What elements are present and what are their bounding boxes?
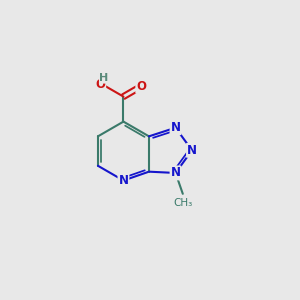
Text: O: O [136,80,146,93]
Text: N: N [187,144,197,157]
Text: CH₃: CH₃ [173,198,192,208]
Text: H: H [100,73,109,83]
Text: N: N [170,121,181,134]
Text: N: N [170,167,181,179]
Text: N: N [118,174,128,187]
Text: O: O [96,78,106,91]
